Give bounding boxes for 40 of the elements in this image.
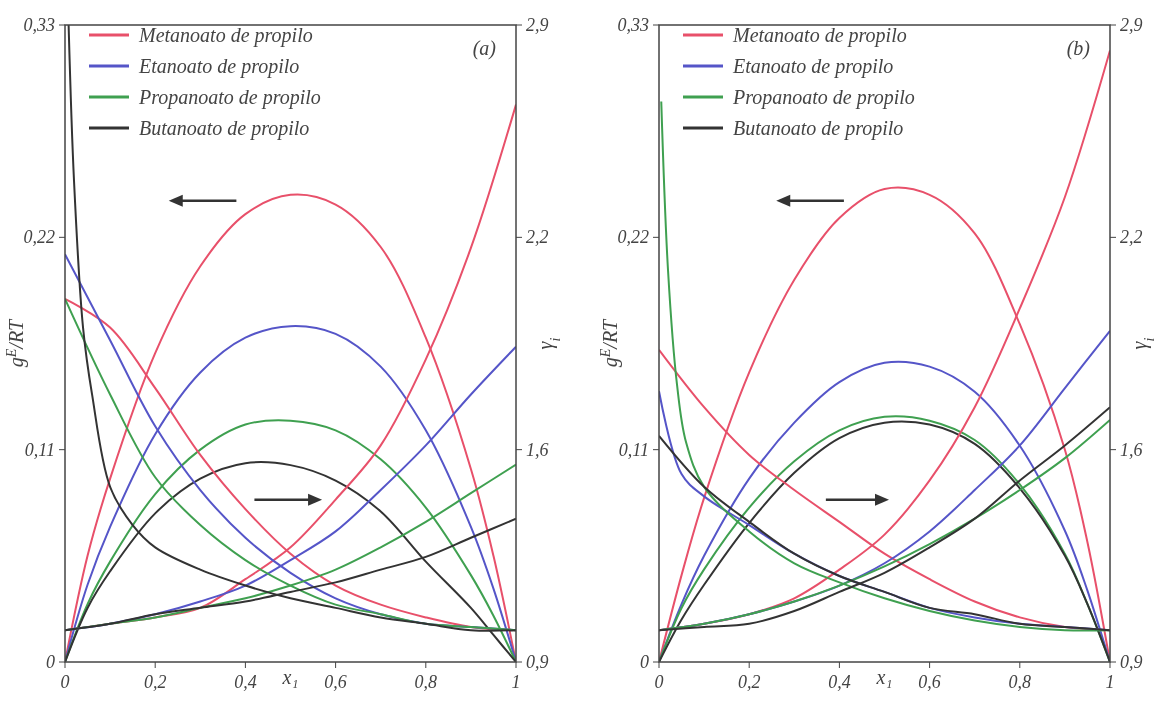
y2-tick-label: 1,6 [526,439,549,460]
x-tick-label: 0,2 [143,672,167,692]
y2-tick-label: 2,9 [1120,15,1143,35]
y2-tick-label: 2,2 [526,227,549,248]
y-tick-label: 0 [640,652,649,672]
x-tick-label: 0 [654,672,664,692]
legend-label: Propanoato de propilo [732,86,915,109]
x-tick-label: 0,8 [414,672,438,692]
legend-label: Etanoato de propilo [732,55,894,78]
legend-label: Etanoato de propilo [138,55,300,78]
y-tick-label: 0,33 [617,15,649,35]
y-tick-label: 0,11 [618,439,649,460]
x-tick-label: 0,6 [918,672,941,692]
x-axis-title: x₁ [875,666,893,688]
y2-tick-label: 2,9 [526,15,549,35]
y2-tick-label: 0,9 [1120,652,1143,672]
y-tick-label: 0,22 [617,227,649,248]
y-tick-label: 0,11 [24,439,55,460]
y2-tick-label: 2,2 [1120,227,1143,248]
y2-tick-label: 1,6 [1120,439,1143,460]
x-axis-title: x₁ [281,666,299,688]
x-tick-label: 0 [60,672,70,692]
x-tick-label: 0,2 [737,672,761,692]
annotation: (b) [1066,37,1091,60]
x-tick-label: 0,8 [1008,672,1032,692]
legend-label: Metanoato de propilo [732,24,907,47]
y2-tick-label: 0,9 [526,652,549,672]
x-tick-label: 0,4 [828,672,851,692]
legend-label: Butanoato de propilo [733,117,904,140]
annotation: (a) [472,37,497,60]
x-tick-label: 0,4 [234,672,257,692]
y-tick-label: 0,33 [23,15,55,35]
legend-label: Propanoato de propilo [138,86,321,109]
x-tick-label: 0,6 [324,672,347,692]
y-tick-label: 0,22 [23,227,55,248]
x-tick-label: 1 [1105,672,1115,692]
y-tick-label: 0 [46,652,55,672]
legend-label: Butanoato de propilo [139,117,310,140]
legend-label: Metanoato de propilo [138,24,313,47]
x-tick-label: 1 [511,672,521,692]
